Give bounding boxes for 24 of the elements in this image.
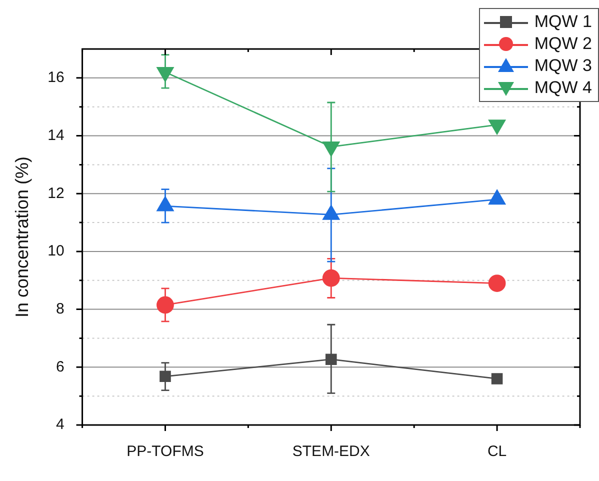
point [488, 274, 506, 292]
y-tick-label: 8 [56, 300, 64, 318]
point [488, 120, 506, 134]
legend-label: MQW 3 [534, 55, 592, 77]
point [322, 269, 340, 287]
x-tick-label: STEM-EDX [292, 443, 370, 460]
legend-label: MQW 1 [534, 11, 592, 33]
y-tick-label: 6 [56, 358, 64, 376]
y-tick-label: 16 [48, 69, 64, 86]
point [325, 354, 337, 365]
legend-label: MQW 4 [534, 77, 592, 99]
x-tick-label: PP-TOFMS [126, 443, 204, 460]
y-tick-label: 14 [48, 126, 64, 144]
point [156, 66, 174, 82]
legend-label: MQW 2 [534, 33, 592, 55]
x-tick-label: CL [487, 443, 507, 460]
point [322, 142, 340, 156]
y-tick-label: 10 [48, 242, 64, 260]
y-axis-title: In concentration (%) [12, 156, 32, 318]
y-tick-label: 12 [48, 184, 64, 202]
point [491, 373, 503, 384]
point [160, 370, 171, 382]
point [156, 296, 174, 314]
y-tick-label: 4 [56, 416, 64, 434]
